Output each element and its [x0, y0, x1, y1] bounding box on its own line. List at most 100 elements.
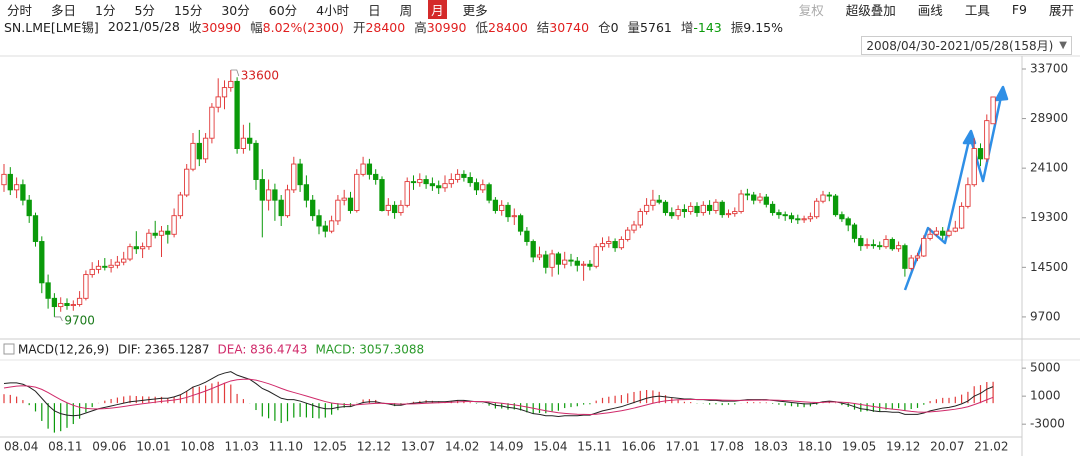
candle-body — [940, 230, 946, 236]
candle-body — [51, 297, 58, 308]
period-tab[interactable]: 15分 — [173, 2, 203, 18]
period-tab[interactable]: 1分 — [95, 2, 116, 18]
candle-body — [675, 209, 681, 217]
info-label: 高 — [414, 19, 427, 35]
info-item: 增-143 — [681, 17, 722, 36]
candle-body — [618, 238, 625, 249]
candle-body — [820, 194, 826, 202]
candle-body — [908, 257, 914, 269]
annotation-leader — [54, 316, 63, 322]
info-value: 28400 — [365, 19, 406, 35]
candle-body — [549, 253, 555, 268]
candle-body — [769, 203, 776, 214]
x-tick-label: 20.07 — [930, 440, 964, 454]
candle-body — [606, 241, 612, 245]
period-tab[interactable]: 更多 — [462, 2, 488, 18]
candle-body — [39, 241, 45, 284]
candle-body — [669, 212, 675, 217]
candle-body — [700, 204, 706, 214]
dropdown-icon: ▼ — [1059, 40, 1067, 51]
candle-body — [7, 173, 13, 191]
candle-body — [284, 189, 291, 217]
x-tick-label: 12.12 — [357, 440, 391, 454]
candle-body — [977, 148, 984, 160]
candle-body — [580, 263, 587, 266]
info-label: 开 — [352, 19, 366, 35]
candle-body — [228, 80, 234, 89]
candle-body — [883, 238, 889, 248]
candle-body — [303, 184, 310, 201]
period-tab[interactable]: 60分 — [268, 2, 298, 18]
candle-body — [171, 215, 177, 235]
tool-button[interactable]: 复权 — [798, 2, 824, 18]
info-value: SN.LME[LME锡] — [4, 19, 99, 35]
y-tick-label: 24100 — [1030, 161, 1068, 175]
candle-body — [958, 205, 965, 229]
candle-body — [272, 189, 278, 201]
candle-body — [782, 214, 788, 217]
info-value: 30990 — [201, 19, 242, 35]
annotation: 9700 — [64, 313, 95, 327]
candle-body — [524, 230, 530, 242]
info-item: 高30990 — [414, 17, 466, 36]
candle-body — [108, 264, 114, 268]
panel-button[interactable] — [3, 343, 15, 355]
tool-button[interactable]: 工具 — [964, 2, 990, 18]
info-value: -143 — [693, 19, 722, 35]
candle-body — [448, 179, 454, 185]
toolbar: 复权 超级叠加 画线 工具 F9 展开 — [777, 0, 1074, 18]
candle-body — [247, 137, 253, 144]
candle-body — [83, 274, 89, 299]
candle-body — [391, 204, 398, 214]
candle-body — [511, 215, 517, 218]
x-tick-label: 19.05 — [842, 440, 876, 454]
x-tick-label: 17.08 — [710, 440, 744, 454]
info-item: 低28400 — [476, 17, 528, 36]
info-item: 量5761 — [628, 17, 672, 36]
date-range-select[interactable]: 2008/04/30-2021/05/28(158月) ▼ — [861, 36, 1072, 55]
candle-body — [795, 218, 801, 221]
x-tick-label: 13.07 — [401, 440, 435, 454]
x-tick-label: 19.12 — [886, 440, 920, 454]
period-tab[interactable]: 多日 — [51, 2, 77, 18]
candle-body — [13, 184, 20, 191]
period-tab[interactable]: 30分 — [221, 2, 250, 18]
tool-button[interactable]: F9 — [1011, 1, 1027, 17]
candle-body — [656, 199, 662, 203]
macd-line — [3, 371, 994, 417]
panel-title: MACD(12,26,9) — [18, 343, 109, 357]
candle-body — [499, 204, 505, 211]
candle-body — [335, 199, 341, 222]
candle-body — [864, 244, 870, 247]
tool-button[interactable]: 展开 — [1048, 2, 1074, 18]
y-tick-label: 14500 — [1030, 260, 1068, 274]
tool-button[interactable]: 画线 — [917, 2, 943, 18]
candle-body — [234, 80, 240, 149]
candle-body — [291, 163, 297, 191]
y-tick-label: 1000 — [1030, 389, 1061, 403]
candle-body — [984, 120, 990, 160]
candle-body — [379, 179, 385, 211]
x-tick-label: 17.01 — [666, 440, 700, 454]
candle-body — [543, 254, 549, 268]
period-tab[interactable]: 分时 — [7, 2, 33, 18]
period-tab[interactable]: 5分 — [134, 2, 155, 18]
candle-body — [196, 142, 202, 160]
period-tab[interactable]: 周 — [399, 2, 413, 18]
candle-body — [278, 199, 284, 217]
candle-body — [366, 163, 373, 175]
candle-body — [694, 205, 700, 214]
candle-body — [763, 196, 769, 205]
candle-body — [121, 258, 127, 263]
candle-body — [536, 254, 543, 258]
candle-body — [681, 209, 688, 212]
period-tab[interactable]: 4小时 — [316, 2, 350, 18]
candle-body — [165, 230, 171, 235]
tool-button[interactable]: 超级叠加 — [845, 2, 896, 18]
period-tab[interactable]: 日 — [368, 2, 381, 18]
candle-body — [732, 211, 738, 215]
candle-body — [70, 304, 76, 307]
candle-body — [473, 182, 480, 191]
x-tick-label: 21.02 — [974, 440, 1008, 454]
period-tab[interactable]: 月 — [428, 0, 447, 19]
